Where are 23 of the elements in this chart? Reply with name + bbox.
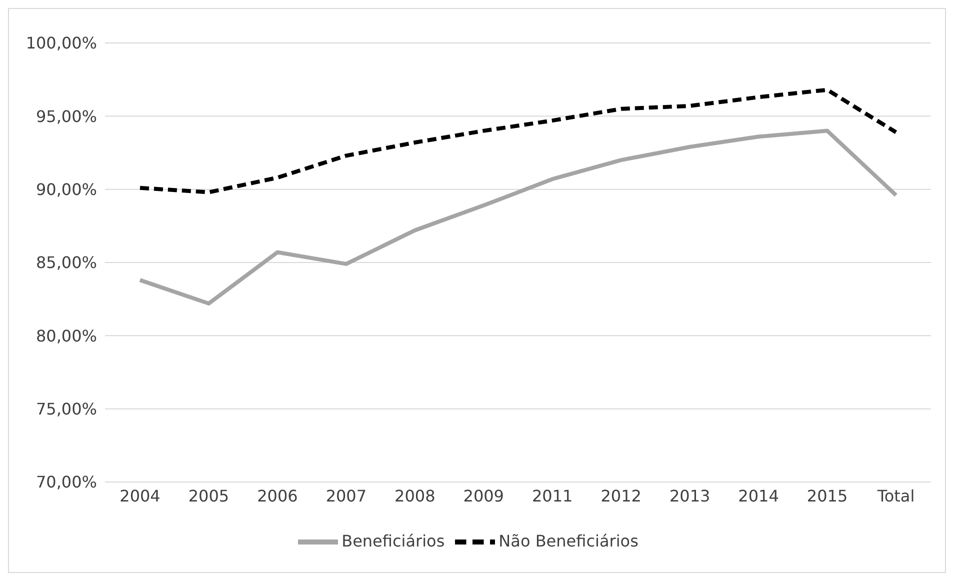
x-tick-label: 2013	[669, 486, 710, 506]
x-tick-label: 2004	[120, 486, 160, 506]
y-tick-label: 95,00%	[36, 106, 97, 126]
x-tick-label: 2009	[463, 486, 504, 506]
line-series	[138, 88, 898, 194]
y-tick-label: 85,00%	[36, 253, 97, 272]
x-tick-label: 2006	[257, 486, 298, 506]
x-tick-label: 2011	[532, 486, 573, 506]
y-tick-label: 100,00%	[26, 34, 97, 53]
x-tick-label: 2008	[394, 486, 436, 506]
x-tick-label: 2015	[806, 486, 848, 506]
x-tick-label: 2005	[188, 486, 230, 506]
legend-label: Não Beneficiários	[498, 531, 638, 550]
y-tick-label: 75,00%	[36, 400, 97, 419]
y-tick-label: 70,00%	[36, 472, 97, 492]
legend-label: Beneficiários	[342, 531, 445, 550]
y-tick-label: 80,00%	[36, 326, 97, 346]
x-tick-label: Total	[876, 486, 915, 506]
x-tick-label: 2012	[600, 486, 642, 506]
x-tick-label: 2007	[326, 486, 367, 506]
line-series	[138, 128, 898, 306]
y-tick-label: 90,00%	[36, 180, 97, 200]
x-tick-label: 2014	[738, 486, 779, 506]
